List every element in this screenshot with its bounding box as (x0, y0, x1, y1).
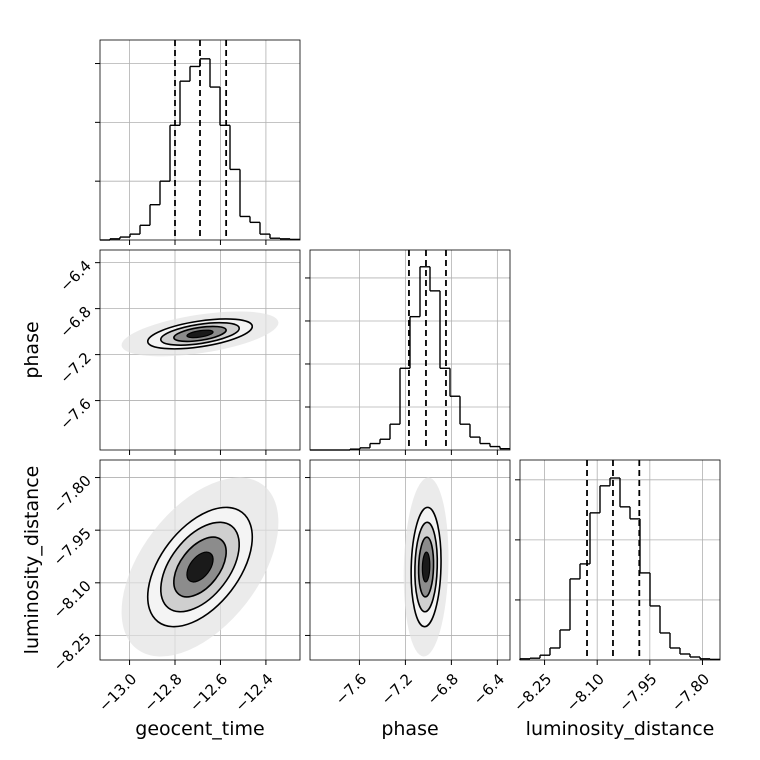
y-tick-label: −7.2 (56, 349, 94, 387)
contour (421, 551, 431, 583)
y-tick-label: −6.4 (56, 257, 94, 295)
panel-frame (519, 459, 721, 661)
panel (95, 459, 301, 665)
density (121, 477, 279, 657)
panel-frame (99, 459, 301, 661)
density (403, 477, 449, 657)
panel-frame (99, 249, 301, 451)
panel (305, 249, 511, 455)
x-tick-label: −7.95 (615, 670, 660, 715)
x-tick-label: −7.6 (332, 670, 370, 708)
x-tick-label: −7.80 (668, 670, 713, 715)
x-tick-label: −6.4 (470, 670, 508, 708)
panel (515, 459, 721, 665)
panel-frame (99, 39, 301, 241)
x-tick-label: −12.8 (141, 670, 186, 715)
y-tick-label: −6.8 (56, 303, 94, 341)
panel (305, 459, 511, 665)
x-tick-label: −8.10 (563, 670, 608, 715)
y-tick-label: −8.10 (50, 577, 95, 622)
panel-frame (309, 459, 511, 661)
panel (95, 249, 301, 455)
x-axis-label: geocent_time (135, 718, 264, 740)
panel-frame (309, 249, 511, 451)
panel (95, 39, 301, 245)
x-axis-label: phase (381, 718, 438, 740)
y-axis-label: phase (21, 321, 43, 378)
y-axis-label: luminosity_distance (21, 466, 43, 655)
x-tick-label: −7.2 (378, 670, 416, 708)
density (121, 311, 279, 357)
x-axis-label: luminosity_distance (526, 718, 715, 740)
y-tick-label: −7.80 (50, 472, 95, 517)
y-tick-label: −7.95 (50, 524, 95, 569)
x-tick-label: −12.4 (231, 670, 276, 715)
y-tick-label: −8.25 (50, 630, 95, 675)
x-tick-label: −8.25 (510, 670, 555, 715)
contour (186, 329, 214, 339)
contour (186, 551, 214, 583)
x-tick-label: −12.6 (186, 670, 231, 715)
y-tick-label: −7.6 (56, 395, 94, 433)
x-tick-label: −6.8 (424, 670, 462, 708)
x-tick-label: −13.0 (95, 670, 140, 715)
